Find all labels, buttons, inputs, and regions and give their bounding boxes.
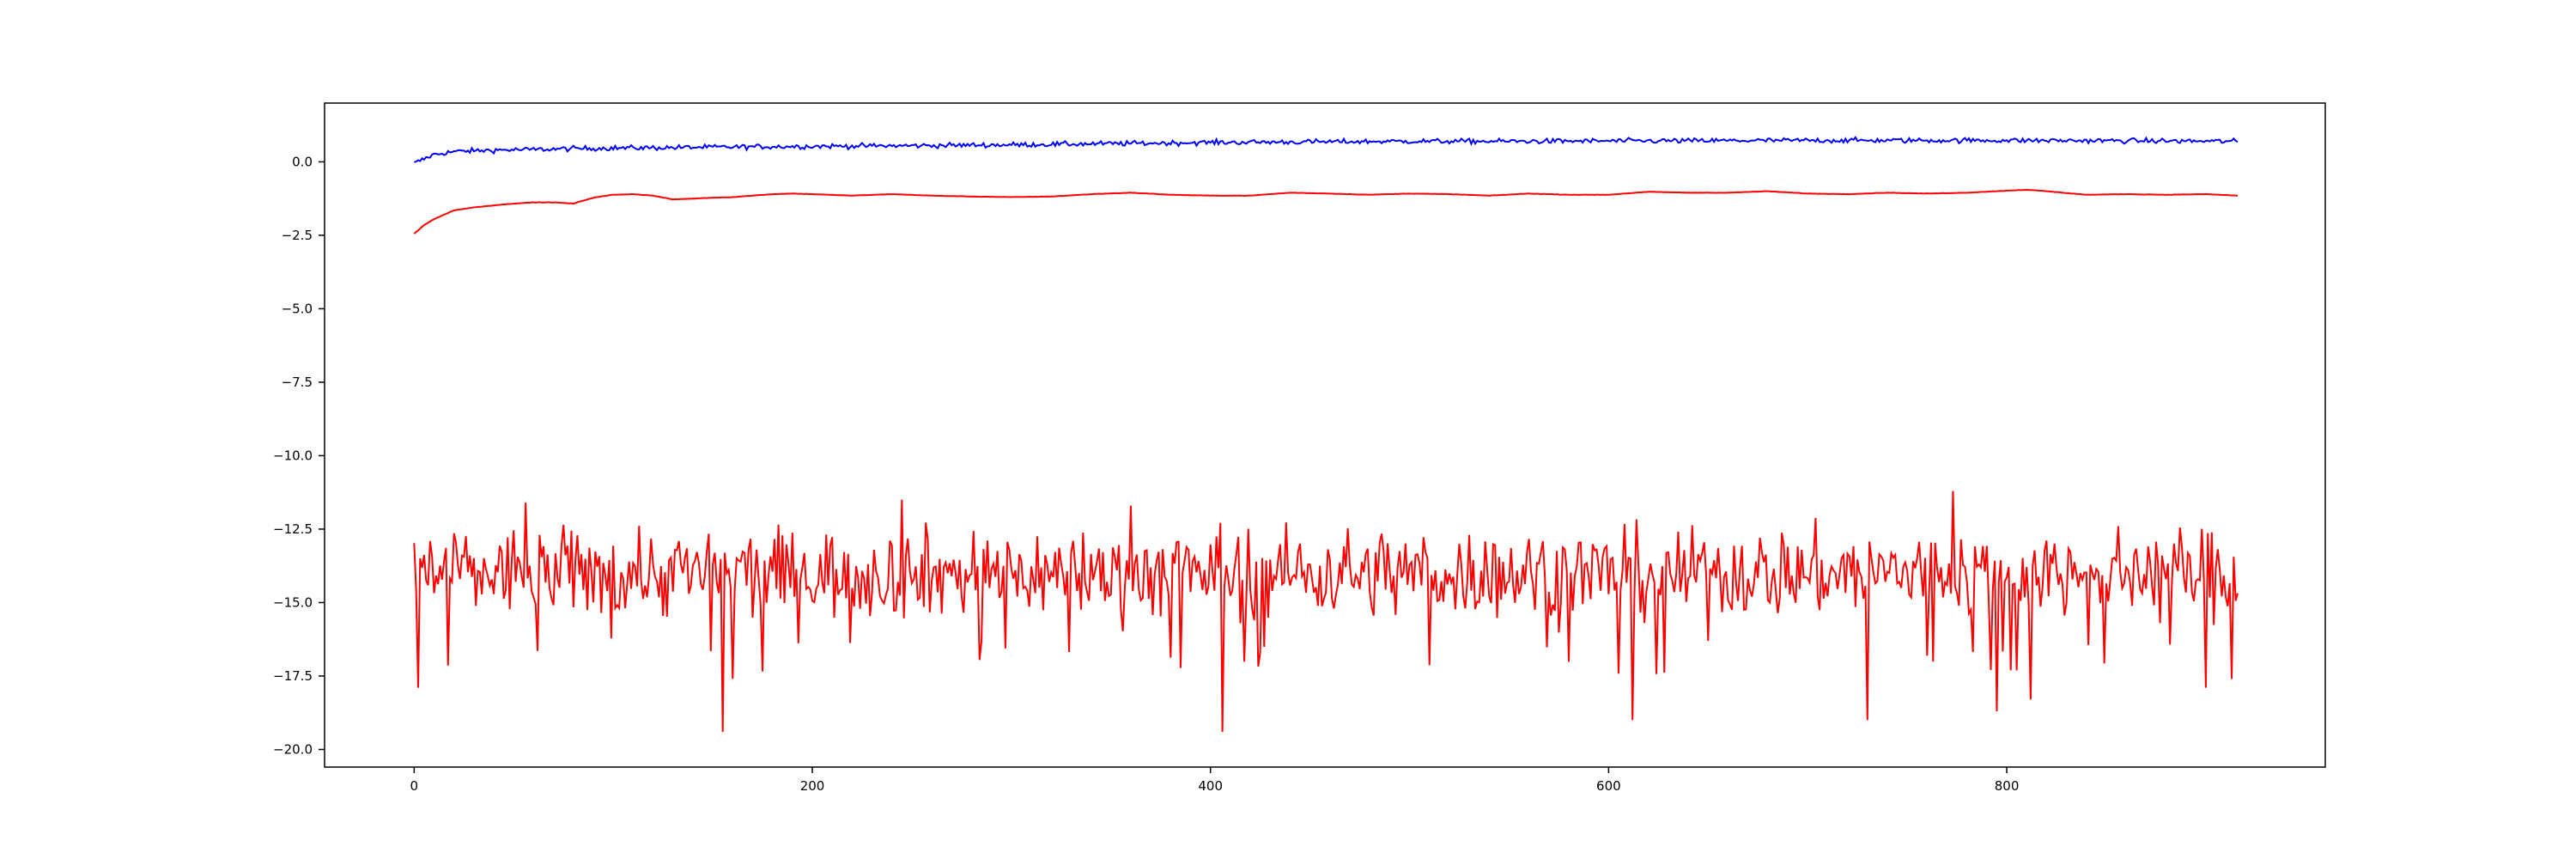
x-tick-label: 400 — [1198, 778, 1223, 794]
y-tick-label: −12.5 — [273, 521, 313, 537]
x-tick-label: 200 — [800, 778, 825, 794]
y-axis: 0.0 −2.5 −5.0 −7.5 −10.0 −12.5 −15.0 −17.5 −20.0 — [273, 154, 325, 757]
y-tick-label: −20.0 — [273, 741, 313, 757]
plot-frame — [324, 102, 2326, 768]
y-tick-label: −2.5 — [282, 228, 313, 243]
y-tick-label: −5.0 — [282, 301, 313, 316]
series-line-red-upper — [413, 188, 2239, 235]
x-tick-label: 600 — [1596, 778, 1621, 794]
y-tick-label: −10.0 — [273, 448, 313, 463]
x-tick-label: 0 — [410, 778, 419, 794]
y-tick-label: 0.0 — [292, 154, 313, 169]
series-line-blue — [414, 136, 2239, 163]
y-tick-label: −15.0 — [273, 594, 313, 610]
y-tick-label: −7.5 — [282, 375, 313, 390]
y-tick-label: −17.5 — [273, 668, 313, 684]
series-line-red-lower — [413, 490, 2239, 732]
x-tick-label: 800 — [1995, 778, 2020, 794]
series-layer — [413, 136, 2239, 732]
x-axis: 0 200 400 600 800 — [410, 767, 2020, 794]
